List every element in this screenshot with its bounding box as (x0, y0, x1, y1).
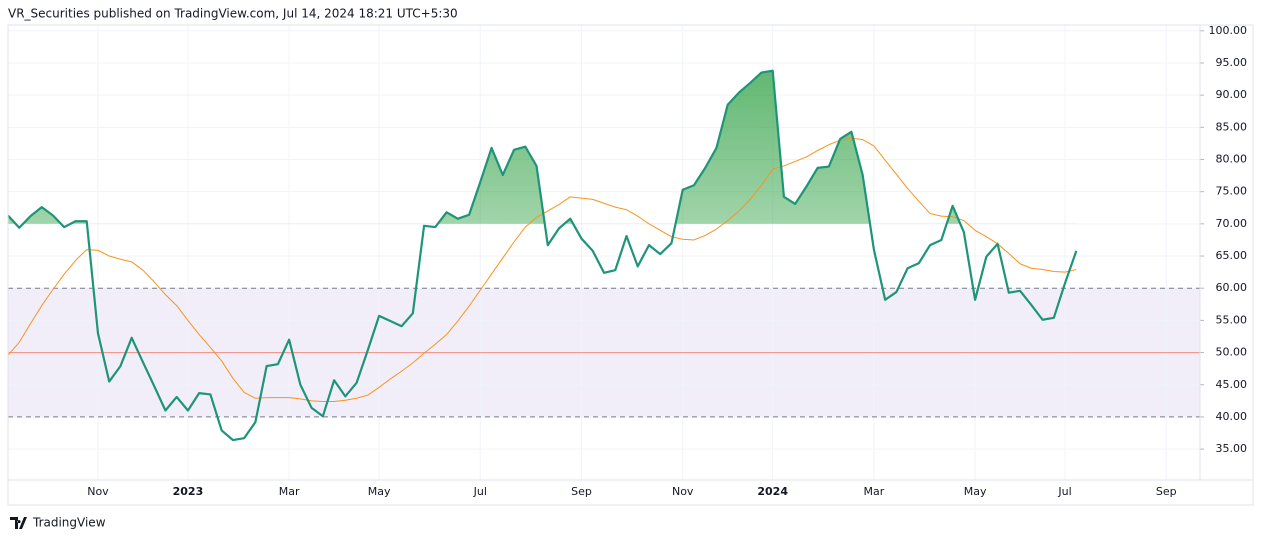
x-tick-label: May (964, 485, 987, 498)
x-tick-label: Jul (1057, 485, 1071, 498)
y-tick-label: 45.00 (1216, 378, 1248, 391)
y-tick-label: 65.00 (1216, 249, 1248, 262)
chart-frame (7, 24, 1254, 506)
y-tick-label: 35.00 (1216, 442, 1248, 455)
y-tick-label: 90.00 (1216, 88, 1248, 101)
x-tick-label: Mar (279, 485, 300, 498)
x-tick-label: 2023 (173, 485, 204, 498)
x-tick-label: Mar (864, 485, 885, 498)
y-tick-label: 85.00 (1216, 120, 1248, 133)
x-tick-label: Sep (571, 485, 592, 498)
y-tick-label: 50.00 (1216, 346, 1248, 359)
y-tick-label: 95.00 (1216, 56, 1248, 69)
y-tick-label: 60.00 (1216, 281, 1248, 294)
overbought-fill (8, 70, 1077, 224)
x-tick-label: Nov (87, 485, 109, 498)
y-tick-label: 80.00 (1216, 153, 1248, 166)
x-tick-label: 2024 (757, 485, 788, 498)
footer-brand: TradingView (32, 516, 106, 530)
x-tick-label: Jul (473, 485, 487, 498)
y-tick-label: 75.00 (1216, 185, 1248, 198)
y-tick-label: 100.00 (1209, 24, 1248, 37)
y-tick-label: 55.00 (1216, 313, 1248, 326)
header: VR_Securities published on TradingView.c… (8, 7, 458, 21)
x-tick-label: Nov (672, 485, 694, 498)
y-tick-label: 40.00 (1216, 410, 1248, 423)
x-tick-label: May (368, 485, 391, 498)
y-tick-label: 70.00 (1216, 217, 1248, 230)
x-tick-label: Sep (1156, 485, 1177, 498)
footer-logo (10, 517, 27, 529)
series-line (7, 137, 1077, 402)
series-line (7, 69, 1078, 442)
